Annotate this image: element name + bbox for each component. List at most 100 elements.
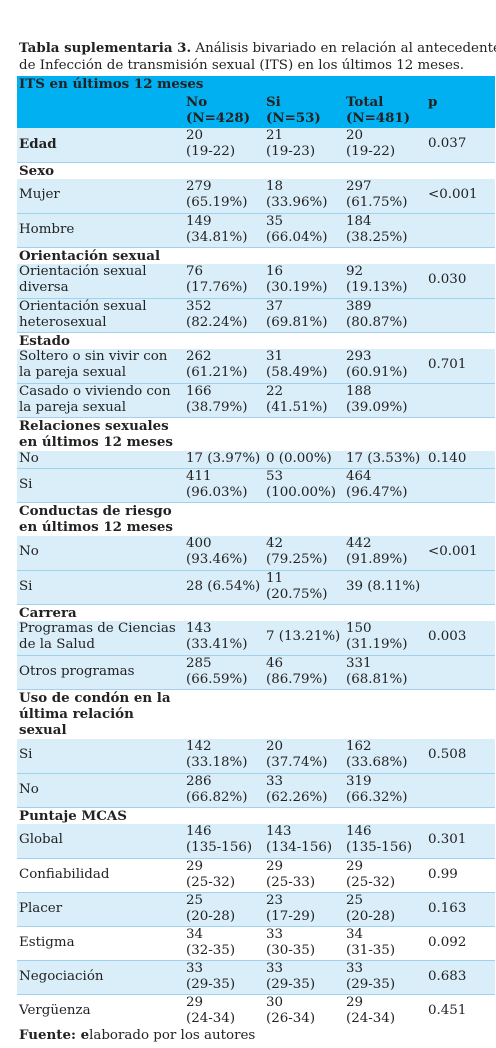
table-cell: No bbox=[17, 451, 184, 469]
table-cell: 46 (86.79%) bbox=[264, 655, 344, 690]
table-cell: 0.701 bbox=[426, 349, 496, 384]
section-estado: Estado bbox=[17, 332, 496, 349]
table-cell: 53 (100.00%) bbox=[264, 468, 344, 503]
section-carrera: Carrera bbox=[17, 604, 496, 621]
table-cell: 400 (93.46%) bbox=[184, 536, 264, 571]
section-sexo: Sexo bbox=[17, 162, 496, 179]
table-cell: 142 (33.18%) bbox=[184, 739, 264, 774]
table-row: No 400 (93.46%) 42 (79.25%) 442 (91.89%) <0… bbox=[17, 536, 496, 571]
table-row: Edad 20 (19-22) 21 (19-23) 20 (19-22) 0.037 bbox=[17, 128, 496, 163]
table-cell: 92 (19.13%) bbox=[344, 264, 426, 299]
table-cell: Global bbox=[17, 824, 184, 859]
table-cell: 29 (25-33) bbox=[264, 858, 344, 893]
table-cell: 293 (60.91%) bbox=[344, 349, 426, 384]
table-cell: Mujer bbox=[17, 179, 184, 214]
table-cell: 143 (134-156) bbox=[264, 824, 344, 859]
table-cell: 22 (41.51%) bbox=[264, 383, 344, 418]
table-row: Vergüenza 29 (24-34) 30 (26-34) 29 (24-34) … bbox=[17, 994, 496, 1028]
section-row: Puntaje MCAS bbox=[17, 807, 496, 824]
table-cell: Si bbox=[17, 739, 184, 774]
table-cell: 352 (82.24%) bbox=[184, 298, 264, 333]
table-cell: Casado o viviendo con la pareja sexual bbox=[17, 383, 184, 418]
table-cell: 29 (24-34) bbox=[184, 994, 264, 1028]
table-cell: Otros programas bbox=[17, 655, 184, 690]
table-cell: 188 (39.09%) bbox=[344, 383, 426, 418]
table-cell: 34 (32-35) bbox=[184, 926, 264, 961]
table-cell: 18 (33.96%) bbox=[264, 179, 344, 214]
table-cell: 23 (17-29) bbox=[264, 892, 344, 927]
table-cell bbox=[426, 213, 496, 248]
table-cell bbox=[426, 773, 496, 808]
table-cell: 28 (6.54%) bbox=[184, 570, 264, 605]
section-edad: Edad bbox=[17, 128, 184, 163]
table-cell: 33 (29-35) bbox=[264, 960, 344, 995]
table-cell: 0.092 bbox=[426, 926, 496, 961]
table-cell: 42 (79.25%) bbox=[264, 536, 344, 571]
table-cell: 150 (31.19%) bbox=[344, 621, 426, 656]
table-title-row: ITS en últimos 12 meses bbox=[17, 76, 496, 94]
header-p: p bbox=[426, 94, 496, 128]
table-cell: 286 (66.82%) bbox=[184, 773, 264, 808]
table-cell: 162 (33.68%) bbox=[344, 739, 426, 774]
section-relaciones: Relaciones sexuales en últimos 12 meses bbox=[17, 417, 496, 451]
table-cell: 17 (3.97%) bbox=[184, 451, 264, 469]
section-row: Uso de condón en la última relación sexual bbox=[17, 689, 496, 739]
table-cell: 31 (58.49%) bbox=[264, 349, 344, 384]
table-cell: 0.140 bbox=[426, 451, 496, 469]
table-cell: 20 (19-22) bbox=[344, 128, 426, 163]
section-row: Orientación sexual bbox=[17, 247, 496, 264]
table-cell: 146 (135-156) bbox=[184, 824, 264, 859]
table-cell: 0.163 bbox=[426, 892, 496, 927]
table-cell: 0.030 bbox=[426, 264, 496, 299]
header-no: No (N=428) bbox=[184, 94, 264, 128]
table-row: Programas de Ciencias de la Salud 143 (33.… bbox=[17, 621, 496, 656]
section-condon: Uso de condón en la última relación sexual bbox=[17, 689, 496, 739]
section-conductas: Conductas de riesgo en últimos 12 meses bbox=[17, 502, 496, 536]
table-cell: 143 (33.41%) bbox=[184, 621, 264, 656]
table-cell: No bbox=[17, 773, 184, 808]
table-cell: 39 (8.11%) bbox=[344, 570, 426, 605]
caption-label: Tabla suplementaria 3. bbox=[19, 40, 192, 56]
table-row: Confiabilidad 29 (25-32) 29 (25-33) 29 (25-… bbox=[17, 858, 496, 893]
table-cell: 297 (61.75%) bbox=[344, 179, 426, 214]
table-cell: 76 (17.76%) bbox=[184, 264, 264, 299]
header-si: Si (N=53) bbox=[264, 94, 344, 128]
table-row: No 17 (3.97%) 0 (0.00%) 17 (3.53%) 0.140 bbox=[17, 451, 496, 469]
table-cell bbox=[426, 298, 496, 333]
table-cell: Negociación bbox=[17, 960, 184, 995]
caption-text-1: Análisis bivariado en relación al antece… bbox=[191, 41, 496, 56]
table-cell: 33 (30-35) bbox=[264, 926, 344, 961]
table-cell: 0.451 bbox=[426, 994, 496, 1028]
table-cell: 149 (34.81%) bbox=[184, 213, 264, 248]
table-cell bbox=[426, 383, 496, 418]
table-cell: 411 (96.03%) bbox=[184, 468, 264, 503]
footer-label: Fuente: e bbox=[19, 1027, 90, 1043]
table-cell: 21 (19-23) bbox=[264, 128, 344, 163]
table-cell: 0.99 bbox=[426, 858, 496, 893]
table-cell: 331 (68.81%) bbox=[344, 655, 426, 690]
table-cell: 279 (65.19%) bbox=[184, 179, 264, 214]
table-cell: 30 (26-34) bbox=[264, 994, 344, 1028]
table-cell: 33 (62.26%) bbox=[264, 773, 344, 808]
table-cell bbox=[426, 570, 496, 605]
table-cell: Orientación sexual diversa bbox=[17, 264, 184, 299]
header-total: Total (N=481) bbox=[344, 94, 426, 128]
table-cell bbox=[426, 468, 496, 503]
table-cell: 29 (25-32) bbox=[344, 858, 426, 893]
table-cell: Orientación sexual heterosexual bbox=[17, 298, 184, 333]
table-row: Hombre 149 (34.81%) 35 (66.04%) 184 (38.25%… bbox=[17, 213, 496, 248]
column-header-row: No (N=428) Si (N=53) Total (N=481) p bbox=[17, 94, 496, 128]
section-row: Sexo bbox=[17, 162, 496, 179]
table-cell: 11 (20.75%) bbox=[264, 570, 344, 605]
section-row: Carrera bbox=[17, 604, 496, 621]
table-cell: 442 (91.89%) bbox=[344, 536, 426, 571]
table-cell: 29 (24-34) bbox=[344, 994, 426, 1028]
table-row: Si 28 (6.54%) 11 (20.75%) 39 (8.11%) bbox=[17, 570, 496, 605]
table-cell: 17 (3.53%) bbox=[344, 451, 426, 469]
table-cell: <0.001 bbox=[426, 179, 496, 214]
table-row: Placer 25 (20-28) 23 (17-29) 25 (20-28) 0.1… bbox=[17, 892, 496, 927]
table-cell: 0.683 bbox=[426, 960, 496, 995]
header-blank bbox=[17, 94, 184, 128]
table-cell: Placer bbox=[17, 892, 184, 927]
table-cell: Estigma bbox=[17, 926, 184, 961]
